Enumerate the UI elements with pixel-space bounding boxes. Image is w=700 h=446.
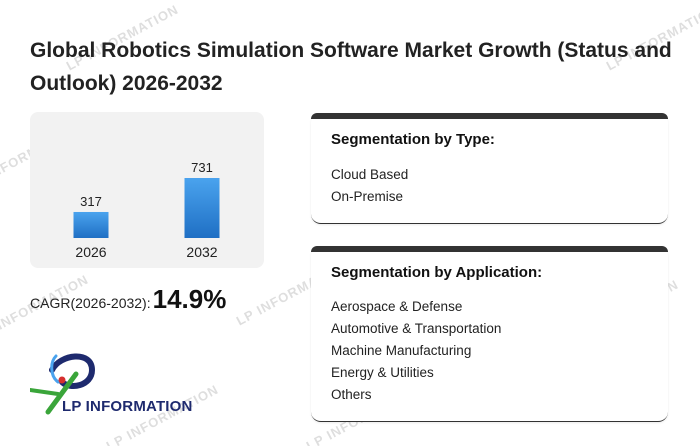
- segmentation-type-list: Cloud Based On-Premise: [331, 164, 408, 208]
- segmentation-application-title: Segmentation by Application:: [331, 264, 543, 281]
- page-title: Global Robotics Simulation Software Mark…: [30, 39, 672, 95]
- segmentation-application-item: Machine Manufacturing: [331, 343, 472, 358]
- segmentation-application-item: Aerospace & Defense: [331, 299, 463, 314]
- segmentation-application-item: Automotive & Transportation: [331, 321, 502, 336]
- segmentation-type-title: Segmentation by Type:: [331, 131, 495, 148]
- bar-value-label: 317: [80, 194, 102, 209]
- market-size-bar-chart: 317 2026 731 2032: [73, 160, 220, 260]
- lp-information-logo: LP INFORMATION: [28, 352, 210, 422]
- bar-value-label: 731: [191, 160, 213, 175]
- lp-information-logo-icon: [28, 353, 96, 415]
- category-label: 2026: [75, 244, 106, 260]
- segmentation-application-item: Others: [331, 387, 372, 402]
- segmentation-application-list: Aerospace & Defense Automotive & Transpo…: [331, 296, 501, 406]
- segmentation-by-application-card: Segmentation by Application: Aerospace &…: [311, 246, 668, 422]
- bar-2032: [184, 178, 220, 238]
- segmentation-by-type-card: Segmentation by Type: Cloud Based On-Pre…: [311, 113, 668, 224]
- segmentation-type-item: On-Premise: [331, 189, 404, 204]
- segmentation-application-item: Energy & Utilities: [331, 365, 434, 380]
- bar-2026: [73, 211, 109, 238]
- market-size-chart-panel: 317 2026 731 2032: [30, 112, 264, 268]
- cagr-readout: CAGR(2026-2032):14.9%: [30, 284, 226, 316]
- cagr-value: 14.9%: [152, 284, 227, 314]
- segmentation-type-item: Cloud Based: [331, 167, 409, 182]
- cagr-label: CAGR(2026-2032):: [30, 295, 151, 311]
- logo-text: LP INFORMATION: [62, 398, 193, 415]
- category-label: 2032: [186, 244, 217, 260]
